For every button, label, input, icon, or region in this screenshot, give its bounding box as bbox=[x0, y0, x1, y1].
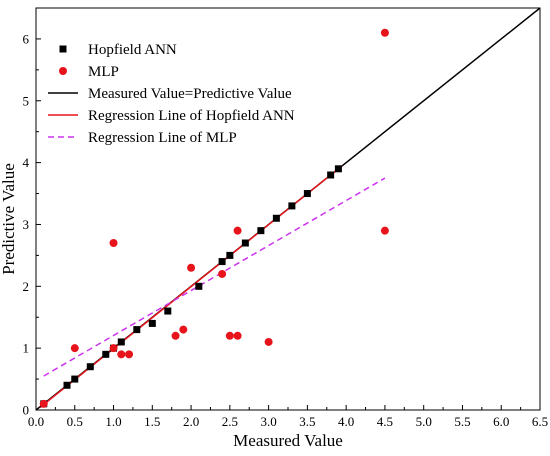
y-tick-label: 1 bbox=[23, 341, 30, 356]
y-tick-label: 4 bbox=[23, 155, 30, 170]
data-point-square bbox=[218, 258, 226, 266]
x-axis-label: Measured Value bbox=[233, 431, 343, 450]
data-point-square bbox=[63, 381, 71, 389]
legend-label: Regression Line of Hopfield ANN bbox=[88, 108, 295, 124]
data-point-square bbox=[272, 214, 280, 222]
data-point-circle bbox=[70, 344, 79, 353]
data-point-square bbox=[117, 338, 125, 346]
x-tick-label: 5.5 bbox=[454, 414, 470, 429]
data-point-square bbox=[133, 326, 141, 334]
x-tick-label: 1.5 bbox=[144, 414, 160, 429]
y-tick-label: 3 bbox=[23, 217, 30, 232]
series-line bbox=[39, 165, 343, 409]
data-point-circle bbox=[218, 269, 227, 278]
data-point-circle bbox=[125, 350, 134, 359]
x-tick-label: 6.5 bbox=[532, 414, 548, 429]
x-axis-ticks: 0.0 0.5 1.0 1.5 2.0 2.5 3.0 3.5 4.0 4.5 5.0 5.5 6.0 6… bbox=[28, 405, 548, 429]
x-tick-label: 3.0 bbox=[260, 414, 276, 429]
x-tick-label: 4.0 bbox=[338, 414, 354, 429]
y-tick-label: 0 bbox=[23, 403, 30, 418]
data-point-circle bbox=[264, 337, 273, 346]
data-point-circle bbox=[233, 331, 242, 340]
data-point-circle bbox=[117, 350, 126, 359]
legend-label: Regression Line of MLP bbox=[88, 130, 237, 146]
legend-label: MLP bbox=[88, 64, 119, 80]
data-point-circle bbox=[380, 226, 389, 235]
x-tick-label: 5.0 bbox=[416, 414, 432, 429]
legend-label: Measured Value=Predictive Value bbox=[88, 86, 292, 102]
data-point-square bbox=[195, 282, 203, 290]
data-point-square bbox=[303, 190, 311, 198]
series-line bbox=[43, 177, 386, 377]
data-point-circle bbox=[109, 344, 118, 353]
legend-swatch-square bbox=[59, 45, 67, 53]
x-tick-label: 3.5 bbox=[299, 414, 315, 429]
data-point-circle bbox=[171, 331, 180, 340]
legend-swatch-circle bbox=[59, 67, 67, 75]
data-point-square bbox=[148, 319, 156, 327]
x-tick-label: 1.0 bbox=[105, 414, 121, 429]
data-point-circle bbox=[187, 263, 196, 272]
data-point-circle bbox=[179, 325, 188, 334]
y-axis-ticks: 0 1 2 3 4 5 6 bbox=[23, 7, 41, 418]
data-point-circle bbox=[233, 226, 242, 235]
data-point-square bbox=[334, 165, 342, 173]
legend-label: Hopfield ANN bbox=[88, 42, 177, 58]
y-tick-label: 5 bbox=[23, 93, 30, 108]
data-point-circle bbox=[39, 399, 48, 408]
data-point-circle bbox=[109, 239, 118, 248]
x-tick-label: 2.5 bbox=[222, 414, 238, 429]
x-tick-label: 0.5 bbox=[67, 414, 83, 429]
y-tick-label: 2 bbox=[23, 279, 30, 294]
x-tick-label: 4.5 bbox=[377, 414, 393, 429]
y-tick-label: 6 bbox=[23, 31, 30, 46]
data-point-square bbox=[241, 239, 249, 247]
data-point-circle bbox=[380, 28, 389, 37]
data-point-square bbox=[86, 363, 94, 371]
data-point-square bbox=[71, 375, 79, 383]
legend: Hopfield ANN MLP Measured Value=Predictive… bbox=[48, 42, 295, 146]
x-tick-label: 0.0 bbox=[28, 414, 44, 429]
data-point-square bbox=[102, 350, 110, 358]
data-point-circle bbox=[225, 331, 234, 340]
x-tick-label: 6.0 bbox=[493, 414, 509, 429]
data-point-square bbox=[257, 227, 265, 235]
x-tick-label: 2.0 bbox=[183, 414, 199, 429]
y-axis-label: Predictive Value bbox=[0, 163, 18, 275]
data-point-square bbox=[164, 307, 172, 315]
data-point-square bbox=[288, 202, 296, 210]
series-points bbox=[39, 28, 389, 408]
data-point-square bbox=[226, 251, 234, 259]
data-point-square bbox=[327, 171, 335, 179]
